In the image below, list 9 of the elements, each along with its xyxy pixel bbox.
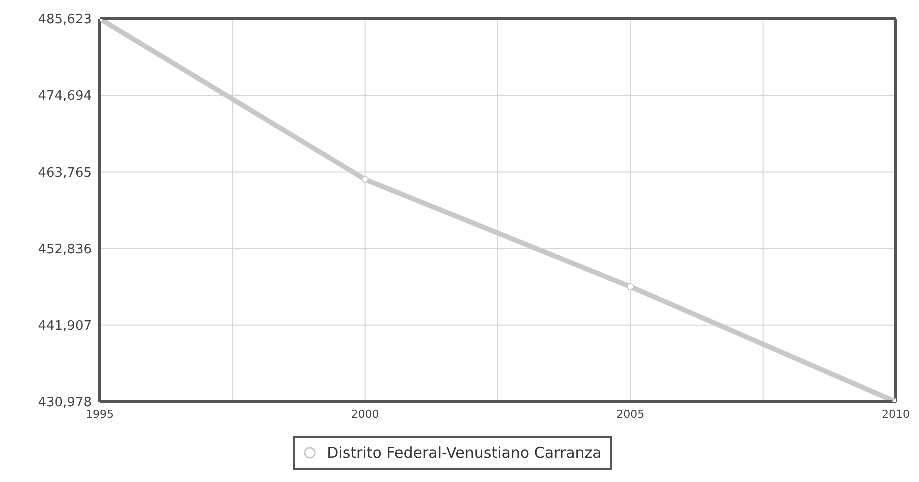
y-tick-label: 474,694 <box>38 89 92 104</box>
x-tick-label: 2000 <box>351 408 380 421</box>
x-tick-label: 2010 <box>882 408 910 421</box>
y-tick-label: 452,836 <box>38 242 92 258</box>
x-tick-label: 2005 <box>616 408 645 421</box>
legend-label: Distrito Federal-Venustiano Carranza <box>326 444 602 462</box>
y-tick-label: 441,907 <box>38 319 92 334</box>
y-tick-label: 485,623 <box>38 12 92 28</box>
y-tick-label: 463,765 <box>38 166 92 181</box>
